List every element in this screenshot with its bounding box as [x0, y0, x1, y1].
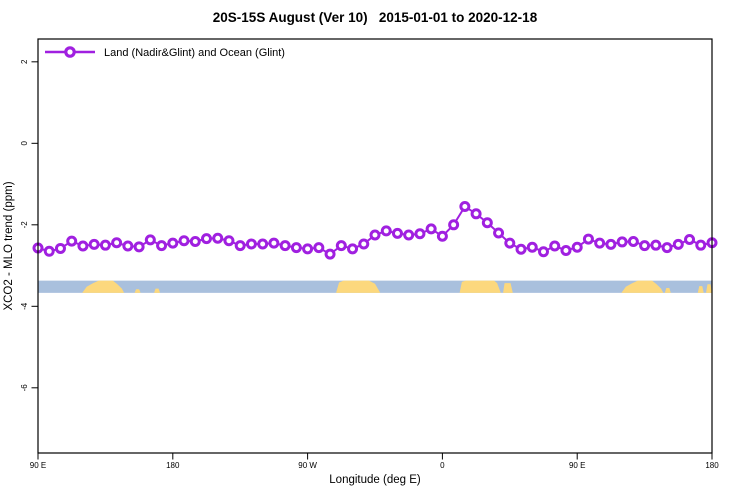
data-point-marker — [335, 240, 347, 252]
data-point-marker — [448, 219, 460, 231]
data-point-marker — [313, 242, 325, 254]
y-tick-label: -6 — [20, 384, 29, 392]
plot-border — [37, 38, 713, 454]
data-point-marker — [302, 243, 314, 255]
axis-ticks: 90 E 180 90 W 0 90 E 180 2 0 -2 -4 -6 — [20, 59, 719, 470]
data-point-marker — [66, 235, 78, 247]
data-point-marker — [470, 208, 482, 220]
data-point-marker — [571, 241, 583, 253]
land-patch-island-speck-5 — [706, 284, 712, 293]
legend-label: Land (Nadir&Glint) and Ocean (Glint) — [104, 47, 285, 59]
data-point-marker — [77, 240, 89, 252]
data-point-marker — [380, 225, 392, 237]
x-tick-label: 0 — [440, 461, 445, 470]
data-point-marker — [672, 238, 684, 250]
y-axis-label: XCO2 - MLO trend (ppm) — [3, 181, 15, 310]
data-point-marker — [268, 237, 280, 249]
legend: Land (Nadir&Glint) and Ocean (Glint) — [45, 46, 285, 59]
y-tick-label: -4 — [20, 302, 29, 310]
x-axis-label: Longitude (deg E) — [329, 474, 421, 486]
y-tick-label: 2 — [20, 59, 29, 64]
data-point-marker — [650, 239, 662, 251]
land-patch-island-speck-3 — [664, 287, 671, 293]
data-point-marker — [526, 241, 538, 253]
data-point-marker — [414, 228, 426, 240]
data-point-marker — [144, 234, 156, 246]
data-point-marker — [661, 242, 673, 254]
data-point-marker — [223, 235, 235, 247]
data-point-marker — [481, 217, 493, 229]
data-point-marker — [212, 232, 224, 244]
x-tick-label: 90 E — [30, 461, 46, 470]
data-point-marker — [391, 227, 403, 239]
data-point-marker — [639, 240, 651, 252]
data-point-marker — [290, 242, 302, 254]
land-patch-australia-wrap — [621, 280, 664, 293]
data-point-marker — [245, 238, 257, 250]
data-point-marker — [403, 229, 415, 241]
x-tick-label: 180 — [705, 461, 719, 470]
data-point-marker — [189, 236, 201, 248]
data-point-marker — [122, 240, 134, 252]
data-point-marker — [560, 244, 572, 256]
data-point-marker — [504, 237, 516, 249]
data-point-marker — [54, 242, 66, 254]
data-point-marker — [358, 238, 370, 250]
data-point-marker — [369, 229, 381, 241]
data-point-marker — [178, 235, 190, 247]
chart-title: 20S-15S August (Ver 10) 2015-01-01 to 20… — [213, 10, 538, 25]
surface-type-band — [38, 280, 712, 293]
y-tick-label: -2 — [20, 221, 29, 229]
data-point-marker — [493, 227, 505, 239]
data-point-marker — [616, 236, 628, 248]
land-patch-australia — [82, 280, 125, 293]
y-tick-label: 0 — [20, 141, 29, 146]
land-patch-africa — [459, 280, 501, 293]
data-point-marker — [538, 246, 549, 258]
land-patch-south-america — [336, 280, 381, 293]
x-tick-label: 180 — [166, 461, 180, 470]
data-point-marker — [88, 238, 100, 250]
x-tick-label: 90 E — [569, 461, 585, 470]
data-point-marker — [133, 241, 145, 253]
land-patch-island-speck-4 — [697, 286, 704, 293]
data-point-marker — [594, 237, 606, 249]
land-patch-madagascar — [503, 283, 513, 293]
data-point-marker — [605, 238, 617, 250]
data-point-marker — [156, 240, 168, 252]
data-point-marker — [627, 236, 639, 248]
data-point-marker — [459, 200, 471, 212]
data-point-marker — [582, 233, 594, 245]
data-point-marker — [279, 240, 291, 252]
land-patch-island-speck-1 — [134, 289, 141, 293]
data-point-marker — [347, 243, 359, 255]
data-point-marker — [234, 240, 246, 252]
data-point-marker — [436, 230, 448, 242]
data-point-marker — [111, 237, 123, 249]
data-point-marker — [43, 245, 55, 257]
data-series — [32, 200, 718, 260]
data-point-marker — [549, 240, 561, 252]
land-patch-island-speck-2 — [154, 288, 161, 293]
x-tick-label: 90 W — [298, 461, 317, 470]
data-point-marker — [167, 237, 179, 249]
data-point-marker — [201, 233, 212, 245]
data-point-marker — [695, 239, 707, 251]
legend-marker-icon — [64, 46, 76, 58]
data-point-marker — [425, 223, 437, 235]
data-point-marker — [684, 233, 696, 245]
data-point-marker — [515, 243, 527, 255]
data-point-marker — [324, 248, 336, 260]
data-point-marker — [99, 239, 111, 251]
data-point-marker — [257, 238, 269, 250]
